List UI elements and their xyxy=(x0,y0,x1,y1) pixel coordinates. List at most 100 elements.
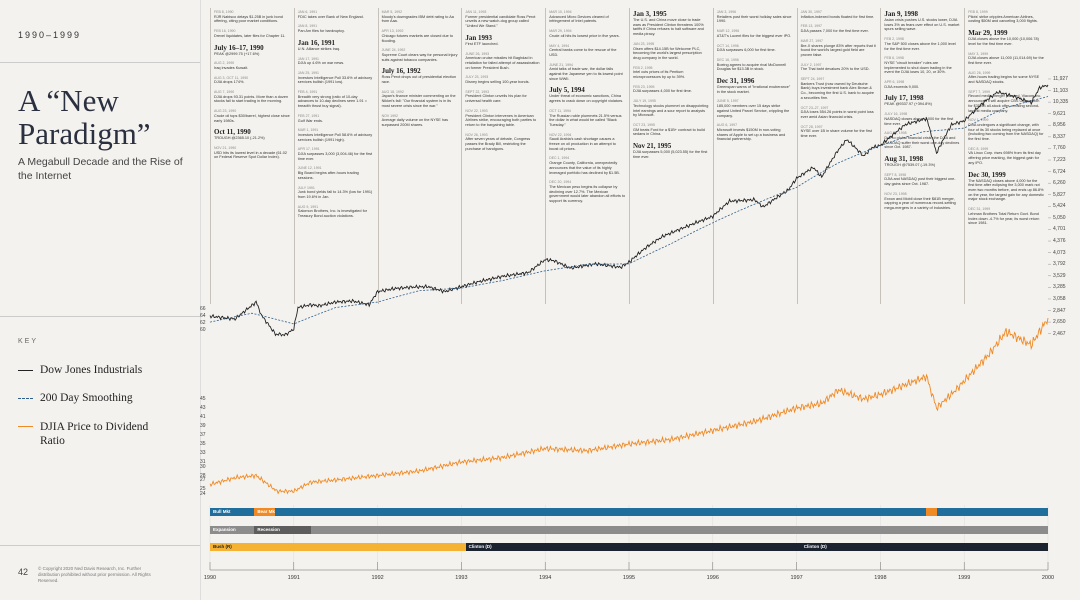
page-subtitle: A Megabull Decade and the Rise of the In… xyxy=(18,156,183,182)
y-right-tick-label: 4,701 xyxy=(1053,226,1066,233)
event-text: President Clinton unveils his plan for u… xyxy=(465,94,527,104)
x-tick-label: 1991 xyxy=(287,575,300,581)
x-tick-label: 1994 xyxy=(539,575,552,581)
y-left-tick-label: 45 xyxy=(200,396,206,402)
y-right-tick-label: 2,467 xyxy=(1053,330,1066,337)
event-date: JAN 25, 1991 xyxy=(297,70,320,75)
event-date: DEC 16, 1996 xyxy=(716,57,739,62)
event-text: Big Board begins after-hours trading ses… xyxy=(297,171,359,180)
event-text: Crude oil tops $30/barrel, highest close… xyxy=(214,113,290,123)
timeline-event: JUNE 21, 1994 Amid talks of trade war, th… xyxy=(549,63,625,82)
event-date: FEB 27, 1991 xyxy=(297,113,320,118)
event-date: Jan 16, 1991 xyxy=(297,38,335,47)
event-date: AUG 7, 1990 xyxy=(214,90,235,95)
timeline-event: JAN 8, 1991 Pan Am files for bankruptcy. xyxy=(298,24,374,33)
event-date: SEPT 7, 1999 xyxy=(968,89,990,94)
event-text: U.N. Alliance strikes Iraq. xyxy=(297,46,341,51)
timeline-event: OCT 14, 1996 DJIA surpasses 6,000 for fir… xyxy=(717,44,793,53)
y-left-tick-label: 64 xyxy=(200,313,206,320)
timeline-event: JAN 30, 1997 Inflation-indexed bonds floa… xyxy=(801,10,877,19)
x-tick-label: 1995 xyxy=(622,575,636,581)
event-date: SEPT 8, 1998 xyxy=(884,172,907,177)
event-date: JULY 2, 1997 xyxy=(800,62,822,67)
y-left-tick-label: 41 xyxy=(200,414,206,420)
key-item-pd-ratio: DJIA Price to Dividend Ratio xyxy=(18,420,188,448)
y-right-tick-label: 8,337 xyxy=(1053,133,1066,140)
event-date: DEC 20, 1994 xyxy=(549,180,572,185)
timeline-event: SEPT 22, 1993 President Clinton unveils h… xyxy=(465,90,541,104)
event-date: JAN 23, 1995 xyxy=(633,41,655,46)
y-left-tick-label: 31 xyxy=(200,459,206,465)
timeline-event: JAN 11, 1993 Former presidential candidat… xyxy=(465,10,541,29)
event-text: NYSE "circuit breaker" rules are impleme… xyxy=(884,60,952,75)
economy-band-segment: Recession xyxy=(254,526,311,534)
event-date: SEPT 22, 1993 xyxy=(465,89,490,94)
timeline-event: JULY 23, 1993 Disney begins selling 100-y… xyxy=(465,75,541,84)
key-label: 200 Day Smoothing xyxy=(40,392,133,404)
event-text: Exxon and Mobil close their $81B merger,… xyxy=(884,196,956,210)
event-text: Advanced Micro Devices cleared of infrin… xyxy=(549,14,609,24)
event-text: Lehman Brothers Total Return Govt. Bond … xyxy=(968,211,1040,226)
timeline-event: JULY 1991 Junk bond yields fall to 14.3% … xyxy=(298,186,374,200)
event-text: Due to global financial crisis, the DJIA… xyxy=(884,135,960,150)
timeline-event: Oct 11, 1990 TROUGH @2365.10 (-21.2%) xyxy=(214,128,290,141)
timeline-event: DEC 31, 1999 Lehman Brothers Total Return… xyxy=(968,207,1044,226)
timeline-event: Nov 21, 1995 DJIA surpasses 5,000 (5,023.… xyxy=(633,142,709,159)
event-date: SEPT 24, 1997 xyxy=(800,77,825,82)
timeline-event: JUNE 26, 1993 American cruise missiles hi… xyxy=(465,52,541,71)
page-number: 42 xyxy=(18,567,29,577)
timeline-event: MAR 5, 1992 Moody's downgrades IBM debt r… xyxy=(382,10,458,24)
timeline-event: AUG 7, 1990 DJIA drops 93.31 points. More… xyxy=(214,90,290,104)
timeline-event: SEPT 8, 1998 DJIA and NASDAQ post their b… xyxy=(884,173,960,187)
event-date: NOV 1992 xyxy=(381,113,398,118)
event-date: JULY 16, 1998 xyxy=(884,112,908,117)
timeline-event: July 16, 1992 Ross Perot drops out of pre… xyxy=(382,67,458,84)
event-date: MAR 10, 1994 xyxy=(549,10,572,14)
y-left-tick-label: 27 xyxy=(200,477,206,483)
timeline-event: NOV 1, 1999 DJIA undergoes a significant … xyxy=(968,118,1044,142)
event-text: DJIA surpasses 6,000 for first time. xyxy=(716,48,776,53)
event-date: OCT 23–27, 1997 xyxy=(800,105,829,110)
timeline-event: APR 13, 1992 Chicago futures markets are … xyxy=(382,29,458,43)
page-title: A “New Paradigm” xyxy=(18,83,151,151)
event-text: DJIA surpasses 4,000 for first time. xyxy=(633,89,692,94)
timeline-event: Jan 9, 1998 Asian crisis pushes U.S. stoc… xyxy=(884,10,960,32)
event-date: FEB 2, 1998 xyxy=(884,37,904,42)
event-date: FEB 23, 1995 xyxy=(633,84,655,89)
timeline-event: AUG 26, 1999 After-hours trading begins f… xyxy=(968,71,1044,85)
event-text: The Mexican peso begins its collapse by … xyxy=(549,184,626,204)
event-date: JAN 17, 1991 xyxy=(297,56,320,61)
president-band-segment: Bush (R) xyxy=(210,543,466,551)
key-heading: KEY xyxy=(18,338,39,345)
x-tick-label: 1998 xyxy=(874,575,887,581)
y-left-tick-label: 43 xyxy=(200,405,206,411)
event-date: AUG 26, 1999 xyxy=(968,70,991,75)
event-text: DJIA surpasses 5,000 (5,023.55) for the … xyxy=(633,150,708,159)
event-text: DJIA passes 7,000 for the first time eve… xyxy=(800,29,869,34)
timeline-event: DEC 1, 1994 Orange County, California, un… xyxy=(549,156,625,175)
divider xyxy=(0,545,200,546)
event-text: TROUGH @7539.07 (-19.3%) xyxy=(884,163,936,168)
event-text: The NASDAQ closes above 4,000 for the fi… xyxy=(968,178,1044,202)
event-date: OCT 23, 1995 xyxy=(633,122,655,127)
timeline-event: JULY 16, 1998 NASDAQ closes above 2,000 f… xyxy=(884,112,960,126)
event-date: APR 17, 1991 xyxy=(297,147,320,152)
timeline-event: SEPT 7, 1999 Record media merger planned.… xyxy=(968,90,1044,114)
event-text: AT&T's Lucent files for the biggest ever… xyxy=(716,33,792,38)
event-date: FEB 16, 1990 xyxy=(214,29,236,34)
event-text: Chicago futures markets are closed due t… xyxy=(381,33,453,43)
key-item-smoothing: 200 Day Smoothing xyxy=(18,392,133,404)
event-date: FEB 13, 1997 xyxy=(800,24,822,29)
event-text: Salomon Brothers, Inc. is investigated f… xyxy=(297,209,368,219)
event-text: Junk bond yields fall to 14.3% (low for … xyxy=(297,190,373,199)
timeline-event: Jan 3, 1995 The U.S. and China move close… xyxy=(633,10,709,37)
event-date: Dec 31, 1996 xyxy=(716,77,755,86)
event-text: USD hits its lowest level in a decade (6… xyxy=(214,150,288,160)
event-date: JUNE 26, 1993 xyxy=(465,51,490,56)
event-date: Dec 30, 1999 xyxy=(968,170,1006,179)
event-date: NOV 1, 1999 xyxy=(968,118,989,123)
event-date: APR 6, 1998 xyxy=(884,80,905,85)
market-cycle-band-segment: Bear Mkt xyxy=(254,508,276,516)
event-date: JAN 30, 1997 xyxy=(800,10,822,14)
event-date: DEC 1, 1994 xyxy=(549,156,570,161)
